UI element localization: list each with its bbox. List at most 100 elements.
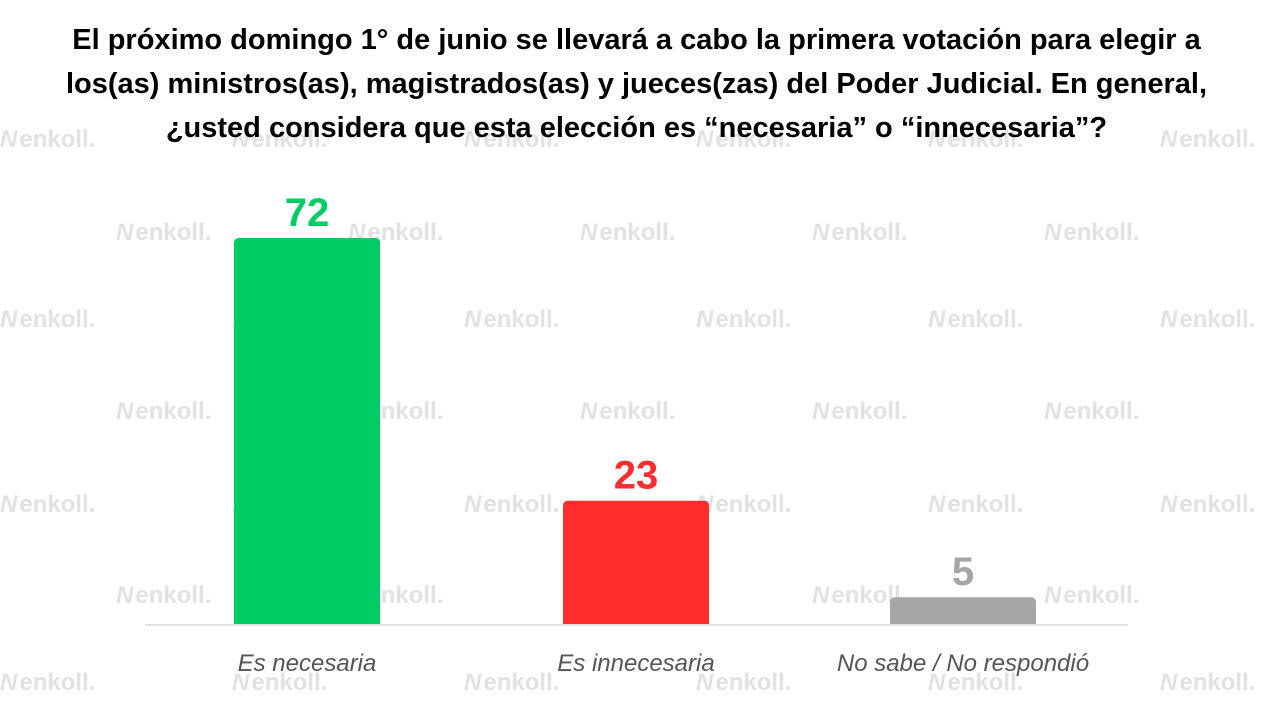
watermark-text: enkoll. (483, 306, 560, 333)
watermark-text: enkoll. (19, 306, 96, 333)
watermark-mark-icon: N (464, 669, 482, 696)
watermark-text: enkoll. (1179, 491, 1256, 518)
watermark-text: enkoll. (19, 491, 96, 518)
watermark-text: enkoll. (947, 669, 1024, 696)
watermark-logo: Nenkoll. (696, 306, 791, 334)
watermark-text: enkoll. (135, 219, 212, 246)
watermark-logo: Nenkoll. (232, 126, 327, 154)
watermark-logo: Nenkoll. (696, 491, 791, 519)
category-label: No sabe / No respondió (837, 650, 1089, 677)
watermark-text: enkoll. (715, 126, 792, 153)
watermark-logo: Nenkoll. (0, 306, 95, 334)
category-label: Es innecesaria (557, 650, 714, 677)
data-label: 23 (614, 454, 659, 498)
watermark-mark-icon: N (696, 126, 714, 153)
watermark-mark-icon: N (0, 126, 18, 153)
watermark-mark-icon: N (0, 669, 18, 696)
watermark-logo: Nenkoll. (232, 669, 327, 697)
watermark-logo: Nenkoll. (928, 669, 1023, 697)
watermark-mark-icon: N (232, 669, 250, 696)
watermark-logo: Nenkoll. (696, 669, 791, 697)
watermark-mark-icon: N (1044, 582, 1062, 609)
watermark-logo: Nenkoll. (1044, 398, 1139, 426)
watermark-logo: Nenkoll. (0, 491, 95, 519)
watermark-mark-icon: N (1160, 669, 1178, 696)
watermark-logo: Nenkoll. (116, 398, 211, 426)
watermark-logo: Nenkoll. (116, 219, 211, 247)
watermark-mark-icon: N (928, 306, 946, 333)
watermark-text: enkoll. (1063, 582, 1140, 609)
watermark-text: enkoll. (367, 582, 444, 609)
watermark-mark-icon: N (812, 582, 830, 609)
watermark-mark-icon: N (812, 219, 830, 246)
watermark-text: enkoll. (1179, 669, 1256, 696)
watermark-text: enkoll. (599, 398, 676, 425)
watermark-logo: Nenkoll. (1160, 126, 1255, 154)
watermark-logo: Nenkoll. (1160, 669, 1255, 697)
watermark-text: enkoll. (483, 669, 560, 696)
bar (234, 238, 380, 624)
watermark-mark-icon: N (1044, 398, 1062, 425)
watermark-mark-icon: N (116, 398, 134, 425)
watermark-logo: Nenkoll. (1044, 582, 1139, 610)
watermark-text: enkoll. (947, 491, 1024, 518)
watermark-mark-icon: N (1044, 219, 1062, 246)
title-line-2: los(as) ministros(as), magistrados(as) y… (65, 68, 1208, 100)
watermark-mark-icon: N (1160, 126, 1178, 153)
watermark-text: enkoll. (1063, 219, 1140, 246)
watermark-text: enkoll. (19, 126, 96, 153)
watermark-logo: Nenkoll. (0, 126, 95, 154)
watermark-logo: Nenkoll. (928, 126, 1023, 154)
watermark-logo: Nenkoll. (464, 126, 559, 154)
watermark-text: enkoll. (831, 398, 908, 425)
watermark-text: enkoll. (831, 219, 908, 246)
watermark-logo: Nenkoll. (928, 491, 1023, 519)
watermark-text: enkoll. (715, 306, 792, 333)
watermark-logo: Nenkoll. (1160, 306, 1255, 334)
data-label: 72 (285, 191, 330, 235)
watermark-text: enkoll. (947, 306, 1024, 333)
watermark-text: enkoll. (251, 126, 328, 153)
data-label: 5 (952, 550, 974, 594)
watermark-mark-icon: N (812, 398, 830, 425)
watermark-mark-icon: N (1160, 306, 1178, 333)
watermark-mark-icon: N (116, 219, 134, 246)
watermark-logo: Nenkoll. (1044, 219, 1139, 247)
watermark-logo: Nenkoll. (464, 669, 559, 697)
watermark-logo: Nenkoll. (812, 219, 907, 247)
watermark-logo: Nenkoll. (0, 669, 95, 697)
watermark-logo: Nenkoll. (928, 306, 1023, 334)
watermark-logo: Nenkoll. (812, 398, 907, 426)
title-line-3: ¿usted considera que esta elección es “n… (165, 112, 1108, 144)
watermark-mark-icon: N (464, 306, 482, 333)
watermark-logo: Nenkoll. (1160, 491, 1255, 519)
watermark-text: enkoll. (251, 669, 328, 696)
watermark-logo: Nenkoll. (580, 219, 675, 247)
watermark-logo: Nenkoll. (812, 582, 907, 610)
watermark-mark-icon: N (928, 491, 946, 518)
watermark-mark-icon: N (928, 126, 946, 153)
watermark-logo: Nenkoll. (464, 491, 559, 519)
watermark-mark-icon: N (696, 306, 714, 333)
watermark-logo: Nenkoll. (116, 582, 211, 610)
watermark-mark-icon: N (1160, 491, 1178, 518)
watermark-logo: Nenkoll. (580, 398, 675, 426)
watermark-mark-icon: N (464, 491, 482, 518)
watermark-text: enkoll. (1179, 306, 1256, 333)
watermark-text: enkoll. (135, 398, 212, 425)
chart-title: El próximo domingo 1° de junio se llevar… (0, 18, 1273, 150)
watermark-text: enkoll. (715, 669, 792, 696)
watermark-text: enkoll. (1179, 126, 1256, 153)
watermark-mark-icon: N (0, 306, 18, 333)
watermark-mark-icon: N (464, 126, 482, 153)
watermark-text: enkoll. (367, 219, 444, 246)
watermark-mark-icon: N (0, 491, 18, 518)
bar (890, 597, 1036, 624)
watermark-mark-icon: N (580, 398, 598, 425)
watermark-text: enkoll. (483, 491, 560, 518)
title-line-1: El próximo domingo 1° de junio se llevar… (72, 24, 1201, 56)
watermark-mark-icon: N (928, 669, 946, 696)
watermark-text: enkoll. (1063, 398, 1140, 425)
